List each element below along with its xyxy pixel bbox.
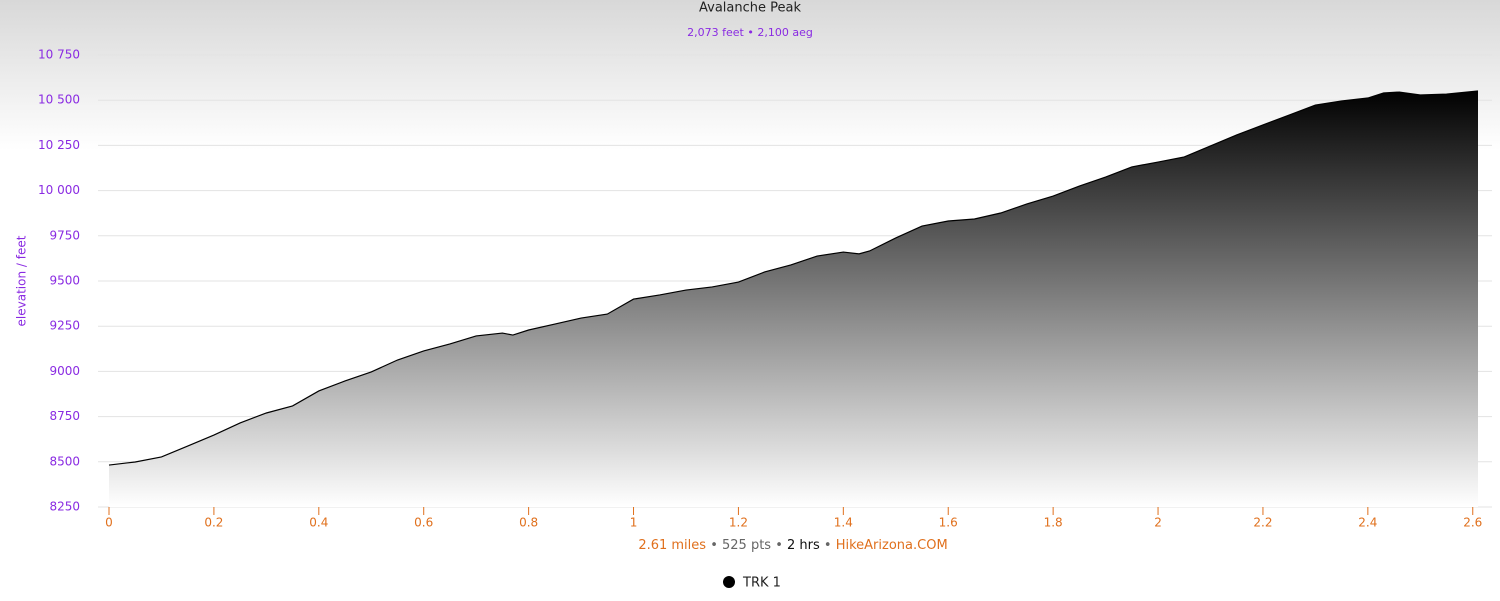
x-tick-label: 1.6 xyxy=(939,516,958,530)
x-tick-label: 2.4 xyxy=(1358,516,1377,530)
x-tick-label: 1 xyxy=(630,516,638,530)
y-tick-label: 8500 xyxy=(49,454,80,468)
x-tick-label: 0.8 xyxy=(519,516,538,530)
footer-separator: • xyxy=(820,538,836,553)
y-tick-label: 8750 xyxy=(49,409,80,423)
footer-item: 2.61 miles xyxy=(638,538,706,553)
y-tick-label: 9000 xyxy=(49,364,80,378)
chart-subtitle: 2,073 feet • 2,100 aeg xyxy=(687,26,813,39)
footer-item: 2 hrs xyxy=(787,538,820,553)
x-tick-label: 1.2 xyxy=(729,516,748,530)
x-tick-label: 1.8 xyxy=(1044,516,1063,530)
legend-label: TRK 1 xyxy=(742,576,781,591)
y-tick-label: 10 500 xyxy=(38,93,80,107)
y-tick-label: 9250 xyxy=(49,319,80,333)
legend-marker xyxy=(723,576,735,588)
y-tick-label: 9500 xyxy=(49,274,80,288)
x-tick-label: 2.6 xyxy=(1463,516,1482,530)
x-tick-label: 2 xyxy=(1154,516,1162,530)
y-tick-label: 10 250 xyxy=(38,138,80,152)
x-tick-label: 0.2 xyxy=(204,516,223,530)
area-line xyxy=(108,90,1479,466)
x-tick-label: 0.4 xyxy=(309,516,328,530)
x-tick-label: 2.2 xyxy=(1253,516,1272,530)
footer-item: HikeArizona.COM xyxy=(836,538,948,553)
x-tick-label: 0.6 xyxy=(414,516,433,530)
y-tick-label: 10 000 xyxy=(38,183,80,197)
y-tick-label: 8250 xyxy=(49,500,80,514)
footer-separator: • xyxy=(706,538,722,553)
y-tick-label: 10 750 xyxy=(38,48,80,62)
y-tick-label: 9750 xyxy=(49,228,80,242)
footer-separator: • xyxy=(771,538,787,553)
y-axis-label: elevation / feet xyxy=(15,235,29,326)
x-tick-label: 0 xyxy=(105,516,113,530)
footer-item: 525 pts xyxy=(722,538,771,553)
area-fill xyxy=(109,90,1478,508)
x-tick-label: 1.4 xyxy=(834,516,853,530)
chart-title: Avalanche Peak xyxy=(699,1,801,16)
footer: 2.61 miles • 525 pts • 2 hrs • HikeArizo… xyxy=(638,538,947,553)
